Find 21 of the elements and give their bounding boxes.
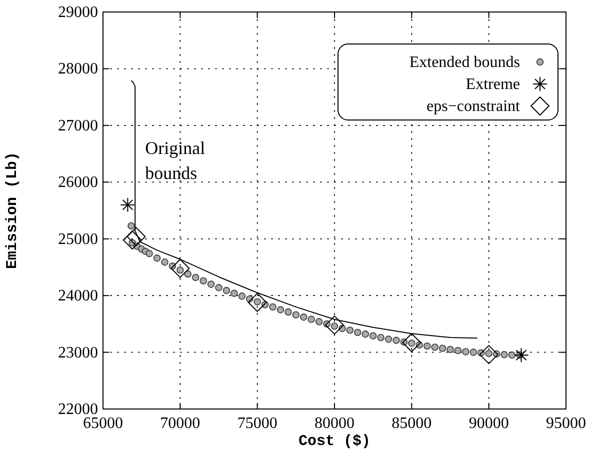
annotation: Original bounds <box>145 138 206 183</box>
legend-label: Extended bounds <box>409 54 520 71</box>
y-tick-label: 24000 <box>58 288 98 305</box>
y-tick-label: 28000 <box>58 60 98 78</box>
x-axis-title: Cost ($) <box>298 433 371 450</box>
x-tick-label: 75000 <box>237 415 278 432</box>
y-tick-label: 22000 <box>58 401 98 418</box>
x-tick-label: 65000 <box>83 415 123 432</box>
x-tick-label: 90000 <box>468 415 509 432</box>
y-tick-label: 29000 <box>58 4 98 21</box>
y-tick-label: 25000 <box>58 230 98 248</box>
legend-label: eps−constraint <box>426 98 521 115</box>
legend-label: Extreme <box>466 76 520 93</box>
y-tick-label: 23000 <box>58 344 98 362</box>
x-tick-label: 80000 <box>314 415 354 432</box>
x-tick-label: 95000 <box>546 415 586 432</box>
y-tick-label: 27000 <box>58 117 98 134</box>
x-tick-label: 70000 <box>160 415 200 432</box>
y-tick-label: 26000 <box>58 174 98 192</box>
y-axis-title: Emission (Lb) <box>4 152 21 270</box>
x-tick-label: 85000 <box>392 415 432 432</box>
